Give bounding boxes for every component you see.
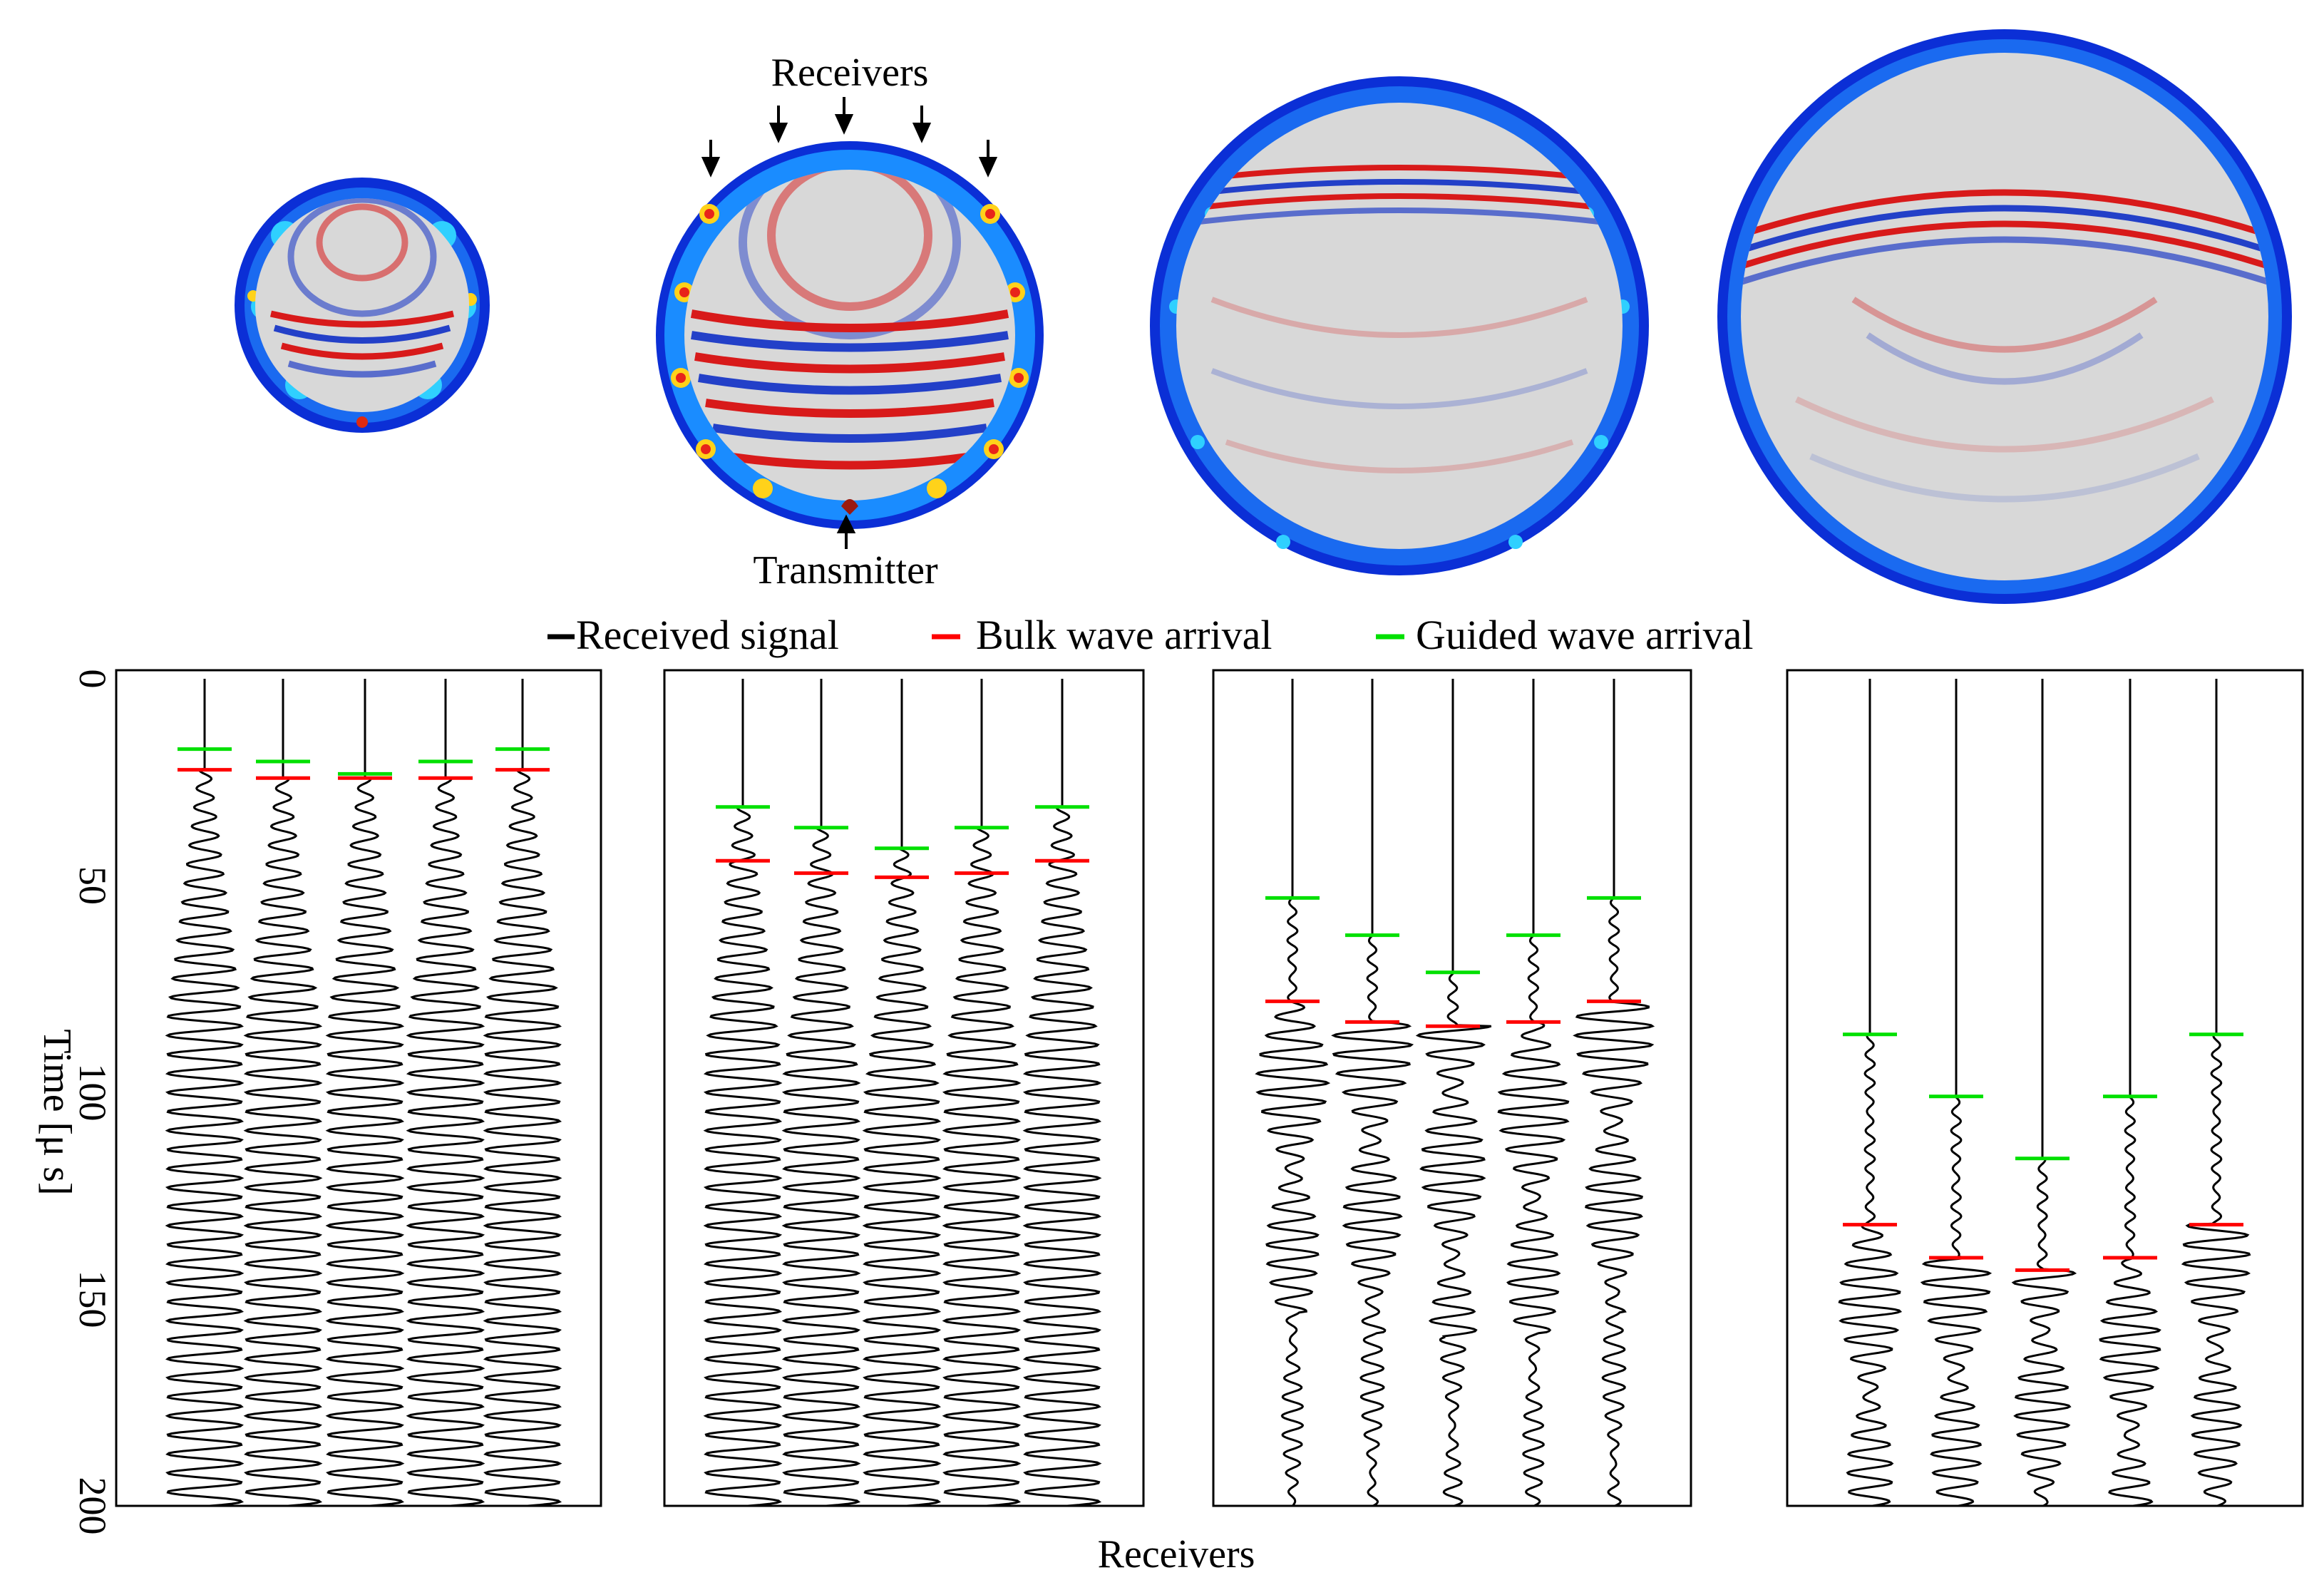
panel-3-frame [1212, 669, 1692, 1507]
traces-layer [165, 679, 2251, 1506]
y-axis-label: Time [μ s] [35, 1029, 79, 1195]
signal-trace-p2-r4 [942, 679, 1022, 1506]
y-tick-label: 150 [71, 1271, 114, 1328]
signal-trace-p2-r3 [862, 679, 942, 1506]
signal-trace-p4-r1 [1838, 679, 1903, 1506]
signal-trace-p2-r1 [703, 679, 783, 1506]
y-tick-label: 200 [71, 1477, 114, 1535]
panel-2-frame [663, 669, 1145, 1507]
receiver-arrows [701, 97, 998, 178]
y-tick-label: 50 [71, 866, 114, 905]
transmitter-arrow [836, 514, 856, 549]
panel-1-traces [165, 679, 562, 1506]
legend-label-bulk: Bulk wave arrival [976, 612, 1272, 658]
legend-label-signal: Received signal [576, 612, 839, 658]
legend: Received signal Bulk wave arrival Guided… [547, 612, 1753, 658]
wavefield-small [235, 178, 490, 433]
signal-trace-p4-r2 [1920, 679, 1993, 1506]
signal-trace-p4-r4 [2099, 679, 2161, 1506]
y-tick-labels: 0 50 100 150 200 [71, 670, 114, 1535]
signal-trace-p2-r2 [781, 679, 861, 1506]
signal-trace-p4-r3 [2011, 679, 2077, 1506]
receiver-arrow-4 [912, 106, 932, 143]
signal-trace-p2-r5 [1022, 679, 1102, 1506]
y-tick-label: 0 [71, 670, 114, 689]
signal-trace-p1-r5 [483, 679, 562, 1506]
signal-trace-p1-r3 [325, 679, 405, 1506]
wavefield-medium [656, 141, 1044, 529]
receiver-arrow-5 [978, 140, 998, 178]
arrival-markers-layer [178, 747, 2243, 1272]
signal-trace-p3-r4 [1497, 679, 1570, 1506]
receivers-label: Receivers [771, 51, 929, 95]
x-axis-label: Receivers [1098, 1532, 1255, 1576]
panel-3-traces [1255, 679, 1655, 1506]
signal-trace-p1-r4 [406, 679, 485, 1506]
receiver-arrow-3 [834, 97, 854, 135]
signal-trace-p1-r2 [243, 679, 323, 1506]
wavefield-large [1150, 76, 1649, 575]
signal-trace-p4-r5 [2181, 679, 2251, 1506]
panel-1-frame [115, 669, 602, 1507]
panel-2-traces [703, 679, 1102, 1506]
y-tick-label: 100 [71, 1064, 114, 1122]
signal-trace-p1-r1 [165, 679, 245, 1506]
legend-label-guided: Guided wave arrival [1416, 612, 1753, 658]
transmitter-label: Transmitter [753, 548, 938, 593]
wavefield-xlarge [1717, 29, 2292, 604]
signal-trace-p3-r2 [1331, 679, 1414, 1506]
receiver-arrow-2 [768, 106, 788, 143]
signal-trace-p3-r1 [1255, 679, 1331, 1506]
receiver-arrow-1 [701, 140, 721, 178]
signal-trace-p3-r5 [1573, 679, 1655, 1506]
signal-trace-p3-r3 [1415, 679, 1492, 1506]
panel-4-traces [1838, 679, 2251, 1506]
